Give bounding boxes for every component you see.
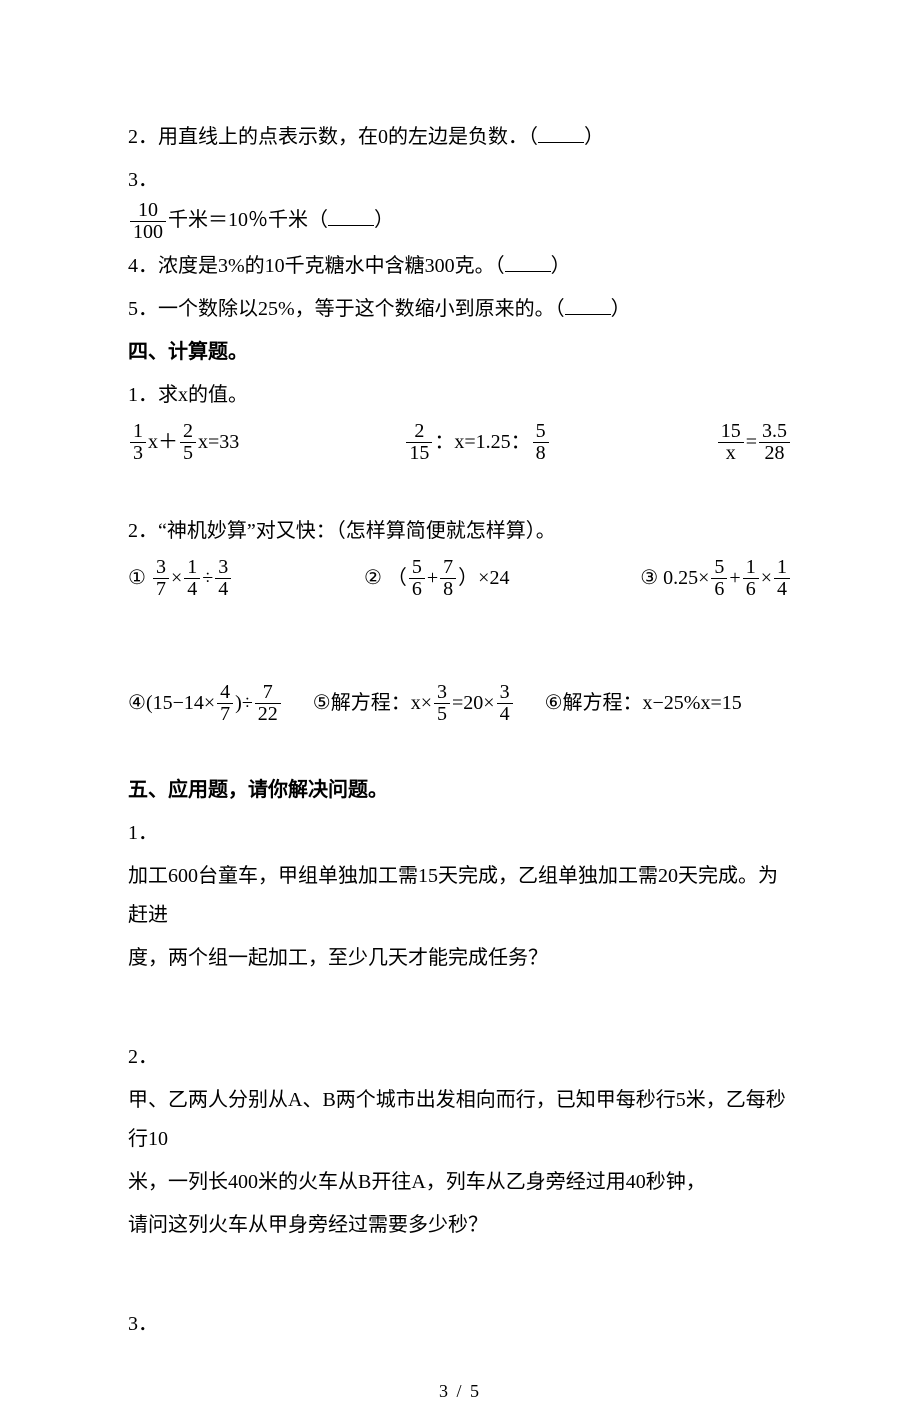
pre: （ bbox=[387, 559, 407, 598]
frac: 13 bbox=[130, 421, 146, 464]
suffix: ） bbox=[584, 126, 604, 148]
frac: 34 bbox=[497, 682, 513, 725]
blank[interactable] bbox=[538, 125, 584, 143]
section-4-title: 四、计算题。 bbox=[128, 333, 792, 372]
frac: 47 bbox=[217, 682, 233, 725]
frac: 78 bbox=[440, 557, 456, 600]
blank[interactable] bbox=[505, 254, 551, 272]
circ: ③ bbox=[640, 559, 658, 598]
circ: ⑥ bbox=[545, 684, 563, 723]
frac: 14 bbox=[774, 557, 790, 600]
frac: 34 bbox=[215, 557, 231, 600]
frac: 215 bbox=[406, 421, 432, 464]
num: 3 bbox=[128, 169, 138, 191]
frac: 58 bbox=[533, 421, 549, 464]
q3-3: 3． bbox=[128, 161, 792, 200]
q3-3b: 10100千米＝10％千米（ ） bbox=[128, 200, 792, 243]
pre: 0.25× bbox=[663, 559, 709, 598]
frac: 37 bbox=[153, 557, 169, 600]
circ: ② bbox=[364, 559, 382, 598]
pre: 解方程：x× bbox=[331, 684, 432, 723]
eq-2a: ① 37×14÷34 bbox=[128, 557, 233, 600]
mid: =20× bbox=[452, 684, 495, 723]
s4-row2: ① 37×14÷34 ② （56+78）×24 ③ 0.25×56+16×14 bbox=[128, 557, 792, 600]
text: ．“神机妙算”对又快：（怎样算简便就怎样算）。 bbox=[138, 520, 556, 542]
mid: ：x=1.25： bbox=[434, 423, 530, 462]
eq-2b: ② （56+78）×24 bbox=[364, 557, 510, 600]
num: 2 bbox=[128, 126, 138, 148]
op: + bbox=[427, 559, 438, 598]
blank[interactable] bbox=[565, 297, 611, 315]
frac: 56 bbox=[409, 557, 425, 600]
text: 解方程：x−25%x=15 bbox=[563, 684, 742, 723]
dot: ． bbox=[138, 1046, 158, 1068]
section-5-title: 五、应用题，请你解决问题。 bbox=[128, 771, 792, 810]
tail: x=33 bbox=[198, 423, 239, 462]
eq-2c: ③ 0.25×56+16×14 bbox=[640, 557, 792, 600]
num: 1 bbox=[128, 822, 138, 844]
dot: ． bbox=[138, 169, 158, 191]
frac: 15x bbox=[718, 421, 744, 464]
text: 千米＝10％千米（ bbox=[168, 209, 328, 231]
suffix: ） bbox=[611, 298, 631, 320]
s5-q1-p2: 度，两个组一起加工，至少几天才能完成任务？ bbox=[128, 939, 792, 978]
q3-5: 5．一个数除以25%，等于这个数缩小到原来的。（ ） bbox=[128, 290, 792, 329]
op: × bbox=[171, 559, 182, 598]
s4-q2: 2．“神机妙算”对又快：（怎样算简便就怎样算）。 bbox=[128, 512, 792, 551]
num: 4 bbox=[128, 255, 138, 277]
s5-q2-p2: 米，一列长400米的火车从B开往A，列车从乙身旁经过用40秒钟， bbox=[128, 1163, 792, 1202]
page-number: 3 / 5 bbox=[128, 1374, 792, 1409]
eq-3c: ⑥解方程：x−25%x=15 bbox=[545, 684, 742, 723]
frac: 14 bbox=[184, 557, 200, 600]
op: + bbox=[729, 559, 740, 598]
num: 2 bbox=[128, 1046, 138, 1068]
s4-row1: 13x＋25x=33 215：x=1.25：58 15x = 3.528 bbox=[128, 421, 792, 464]
op: ÷ bbox=[202, 559, 213, 598]
frac: 3.528 bbox=[759, 421, 790, 464]
frac: 35 bbox=[434, 682, 450, 725]
blank[interactable] bbox=[328, 208, 374, 226]
s5-q1-num: 1． bbox=[128, 814, 792, 853]
s5-q3-num: 3． bbox=[128, 1305, 792, 1344]
suffix: ） bbox=[551, 255, 571, 277]
q3-4: 4．浓度是3%的10千克糖水中含糖300克。（ ） bbox=[128, 247, 792, 286]
eq-3a: ④ (15−14×47)÷722 bbox=[128, 682, 283, 725]
q3-2: 2．用直线上的点表示数，在0的左边是负数．（ ） bbox=[128, 118, 792, 157]
s5-q2-p1: 甲、乙两人分别从A、B两个城市出发相向而行，已知甲每秒行5米，乙每秒行10 bbox=[128, 1081, 792, 1159]
s5-q2-num: 2． bbox=[128, 1038, 792, 1077]
text: ．浓度是3%的10千克糖水中含糖300克。（ bbox=[138, 255, 505, 277]
eq-1a: 13x＋25x=33 bbox=[128, 421, 239, 464]
text: ．求x的值。 bbox=[138, 384, 248, 406]
num: 5 bbox=[128, 298, 138, 320]
s4-row3: ④ (15−14×47)÷722 ⑤解方程：x×35=20×34 ⑥解方程：x−… bbox=[128, 682, 792, 725]
s4-q1: 1．求x的值。 bbox=[128, 376, 792, 415]
num: 1 bbox=[128, 384, 138, 406]
dot: ． bbox=[138, 1313, 158, 1335]
dot: ． bbox=[138, 822, 158, 844]
frac: 56 bbox=[711, 557, 727, 600]
num: 3 bbox=[128, 1313, 138, 1335]
frac-10-100: 10100 bbox=[130, 200, 166, 243]
s5-q2-p3: 请问这列火车从甲身旁经过需要多少秒？ bbox=[128, 1206, 792, 1245]
op: × bbox=[761, 559, 772, 598]
eq-3b: ⑤解方程：x×35=20×34 bbox=[313, 682, 515, 725]
mid: )÷ bbox=[235, 684, 253, 723]
circ: ④ bbox=[128, 684, 146, 723]
suffix: ） bbox=[374, 209, 394, 231]
circ: ⑤ bbox=[313, 684, 331, 723]
eq-1b: 215：x=1.25：58 bbox=[404, 421, 550, 464]
circ: ① bbox=[128, 559, 146, 598]
num: 2 bbox=[128, 520, 138, 542]
frac: 25 bbox=[180, 421, 196, 464]
text: ．用直线上的点表示数，在0的左边是负数．（ bbox=[138, 126, 538, 148]
eq: = bbox=[746, 423, 757, 462]
eq-1c: 15x = 3.528 bbox=[716, 421, 792, 464]
post: ）×24 bbox=[458, 559, 509, 598]
frac: 16 bbox=[743, 557, 759, 600]
text: ．一个数除以25%，等于这个数缩小到原来的。（ bbox=[138, 298, 565, 320]
pre: (15−14× bbox=[146, 684, 215, 723]
frac: 722 bbox=[255, 682, 281, 725]
s5-q1-p1: 加工600台童车，甲组单独加工需15天完成，乙组单独加工需20天完成。为赶进 bbox=[128, 857, 792, 935]
mid: x＋ bbox=[148, 423, 178, 462]
